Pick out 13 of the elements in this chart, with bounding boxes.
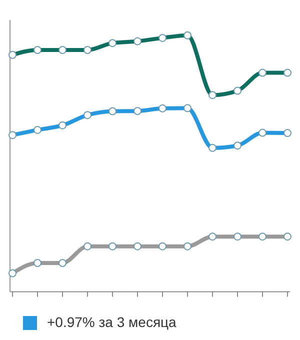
point: [234, 232, 242, 241]
point: [158, 242, 166, 250]
point: [84, 242, 92, 250]
point: [258, 232, 266, 241]
point: [184, 242, 192, 250]
point: [284, 232, 292, 241]
legend-label: +0.97% за 3 месяца: [47, 314, 176, 330]
point: [108, 242, 116, 250]
point: [34, 258, 42, 267]
point: [134, 242, 142, 250]
point: [58, 258, 66, 267]
point: [208, 232, 216, 241]
point: [8, 269, 16, 278]
